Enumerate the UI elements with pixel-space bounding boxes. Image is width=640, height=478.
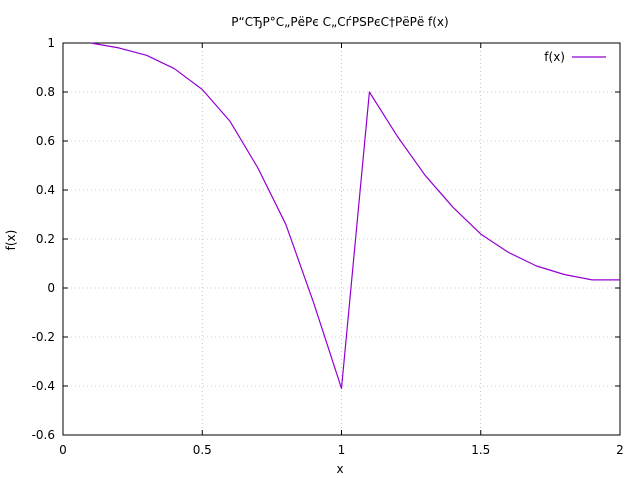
- x-axis: 0 0.5 1 1.5 2: [59, 43, 624, 457]
- y-tick-label: 1: [47, 36, 55, 50]
- y-tick-label: 0.4: [36, 183, 55, 197]
- x-tick-label: 1.5: [471, 443, 490, 457]
- y-tick-label: -0.4: [32, 379, 55, 393]
- y-tick-label: -0.6: [32, 428, 55, 442]
- chart-title: Р“СЂР°С„РёРє С„СѓРЅРєС†РёРё f(x): [231, 15, 448, 29]
- y-tick-label: 0.8: [36, 85, 55, 99]
- y-tick-label: 0.6: [36, 134, 55, 148]
- x-tick-label: 0.5: [193, 443, 212, 457]
- y-axis: -0.6 -0.4 -0.2 0 0.2 0.4 0.6 0.8 1: [32, 36, 620, 442]
- y-axis-label: f(x): [4, 230, 18, 251]
- series-line: [90, 42, 620, 389]
- x-tick-label: 0: [59, 443, 67, 457]
- y-tick-label: -0.2: [32, 330, 55, 344]
- grid-lines: [63, 43, 620, 435]
- y-tick-label: 0: [47, 281, 55, 295]
- x-axis-label: x: [336, 462, 343, 476]
- legend-label: f(x): [544, 50, 565, 64]
- series-group: [90, 42, 620, 389]
- legend: f(x): [544, 50, 606, 64]
- y-tick-label: 0.2: [36, 232, 55, 246]
- x-tick-label: 1: [338, 443, 346, 457]
- x-tick-label: 2: [616, 443, 624, 457]
